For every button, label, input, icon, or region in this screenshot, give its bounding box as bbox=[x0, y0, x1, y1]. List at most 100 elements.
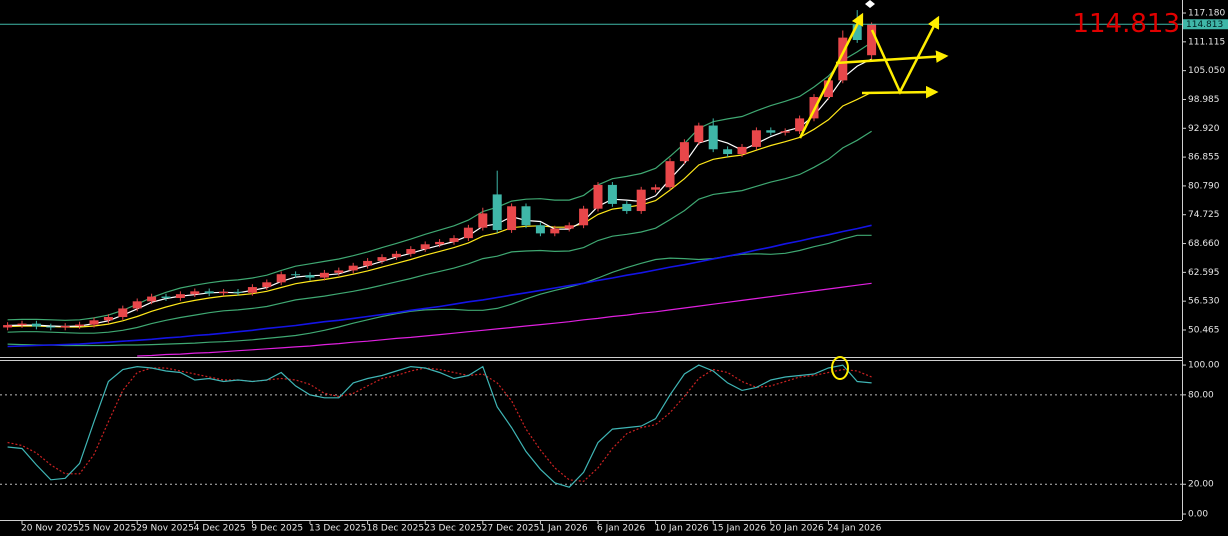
annotations bbox=[798, 0, 949, 380]
y-tick-label: 68.660 bbox=[1188, 239, 1220, 249]
highlight-ellipse bbox=[831, 356, 849, 380]
candle-body bbox=[708, 125, 718, 150]
candle-body bbox=[291, 274, 301, 276]
indicator-line bbox=[7, 364, 872, 488]
candle-body bbox=[823, 80, 833, 98]
indicator-line bbox=[137, 282, 872, 357]
y-tick-label: 56.530 bbox=[1188, 297, 1220, 307]
candle-body bbox=[795, 118, 805, 132]
candle-body bbox=[103, 316, 113, 321]
x-tick-label: 20 Nov 2025 bbox=[21, 524, 79, 534]
y-tick-label: 98.985 bbox=[1188, 95, 1220, 105]
candle-body bbox=[780, 131, 790, 133]
candle-body bbox=[31, 323, 41, 327]
candle-body bbox=[406, 249, 416, 254]
candle-body bbox=[449, 238, 459, 242]
candle-body bbox=[132, 301, 142, 309]
y-tick-label: 80.00 bbox=[1188, 390, 1214, 400]
x-tick-label: 20 Jan 2026 bbox=[770, 524, 824, 534]
candle-body bbox=[391, 253, 401, 258]
candle-body bbox=[175, 294, 185, 298]
x-tick-label: 25 Nov 2025 bbox=[79, 524, 137, 534]
y-tick-label: 92.920 bbox=[1188, 124, 1220, 134]
candle-body bbox=[247, 287, 257, 293]
x-tick-label: 13 Dec 2025 bbox=[309, 524, 367, 534]
candle-body bbox=[60, 326, 70, 328]
candle-body bbox=[665, 161, 675, 188]
y-tick-label: 100.00 bbox=[1188, 361, 1220, 371]
candle-body bbox=[420, 244, 430, 250]
candle-body bbox=[348, 265, 358, 271]
y-tick-label: 20.00 bbox=[1188, 480, 1214, 490]
x-tick-label: 10 Jan 2026 bbox=[655, 524, 709, 534]
candle-body bbox=[867, 24, 877, 56]
candle-body bbox=[607, 184, 617, 204]
y-tick-label: 62.595 bbox=[1188, 268, 1220, 278]
last-price-label: 114.813 bbox=[1186, 20, 1223, 30]
x-tick-label: 18 Dec 2025 bbox=[367, 524, 425, 534]
candle-body bbox=[651, 187, 661, 190]
candle-body bbox=[852, 24, 862, 41]
x-tick-label: 1 Jan 2026 bbox=[539, 524, 587, 534]
candle-body bbox=[233, 291, 243, 293]
candle-body bbox=[593, 184, 603, 209]
candle-body bbox=[521, 206, 531, 226]
last-price-box bbox=[1183, 19, 1228, 30]
last-price-big: 114.813 bbox=[1072, 9, 1180, 39]
x-tick-label: 27 Dec 2025 bbox=[482, 524, 540, 534]
candle-body bbox=[377, 257, 387, 261]
y-tick-label: 0.00 bbox=[1188, 510, 1208, 520]
candle-body bbox=[564, 225, 574, 229]
x-tick-label: 29 Nov 2025 bbox=[136, 524, 194, 534]
candle-body bbox=[334, 270, 344, 273]
candle-body bbox=[219, 291, 229, 294]
candle-body bbox=[737, 146, 747, 155]
candle-body bbox=[435, 241, 445, 245]
candle-body bbox=[492, 194, 502, 231]
x-tick-label: 6 Jan 2026 bbox=[597, 524, 645, 534]
oscillator-panel bbox=[0, 364, 1182, 488]
y-tick-label: 74.725 bbox=[1188, 210, 1220, 220]
candle-body bbox=[262, 282, 272, 288]
candle-body bbox=[463, 227, 473, 239]
x-tick-label: 23 Dec 2025 bbox=[424, 524, 482, 534]
x-tick-label: 15 Jan 2026 bbox=[712, 524, 766, 534]
candle-body bbox=[305, 275, 315, 278]
indicator-line bbox=[7, 224, 872, 348]
y-tick-label: 117.180 bbox=[1188, 9, 1225, 19]
candle-body bbox=[3, 325, 13, 328]
candle-body bbox=[276, 274, 286, 283]
candle-body bbox=[622, 203, 632, 212]
candle-body bbox=[507, 206, 517, 231]
x-tick-label: 24 Jan 2026 bbox=[827, 524, 881, 534]
candle-body bbox=[579, 208, 589, 226]
candle-body bbox=[147, 296, 157, 302]
candle-body bbox=[550, 228, 560, 234]
zigzag-arrow bbox=[870, 15, 940, 95]
candle-body bbox=[751, 130, 761, 147]
candle-body bbox=[694, 125, 704, 143]
y-tick-label: 86.855 bbox=[1188, 153, 1220, 163]
price-panel bbox=[0, 10, 1182, 357]
candle-body bbox=[363, 260, 373, 266]
x-tick-label: 4 Dec 2025 bbox=[194, 524, 246, 534]
candle-body bbox=[89, 320, 99, 325]
arrow bbox=[798, 12, 864, 139]
y-tick-label: 50.465 bbox=[1188, 325, 1220, 335]
y-tick-label: 80.790 bbox=[1188, 181, 1220, 191]
candle-body bbox=[17, 323, 27, 326]
candle-body bbox=[118, 308, 128, 317]
marker-diamond bbox=[865, 0, 875, 8]
candle-body bbox=[766, 130, 776, 133]
candle-body bbox=[46, 326, 56, 328]
indicator-line bbox=[7, 130, 872, 334]
candle-body bbox=[319, 272, 329, 278]
candle-body bbox=[161, 296, 171, 298]
arrow bbox=[835, 50, 949, 65]
candle-body bbox=[75, 324, 85, 327]
y-tick-label: 105.050 bbox=[1188, 66, 1225, 76]
candle-body bbox=[723, 149, 733, 155]
